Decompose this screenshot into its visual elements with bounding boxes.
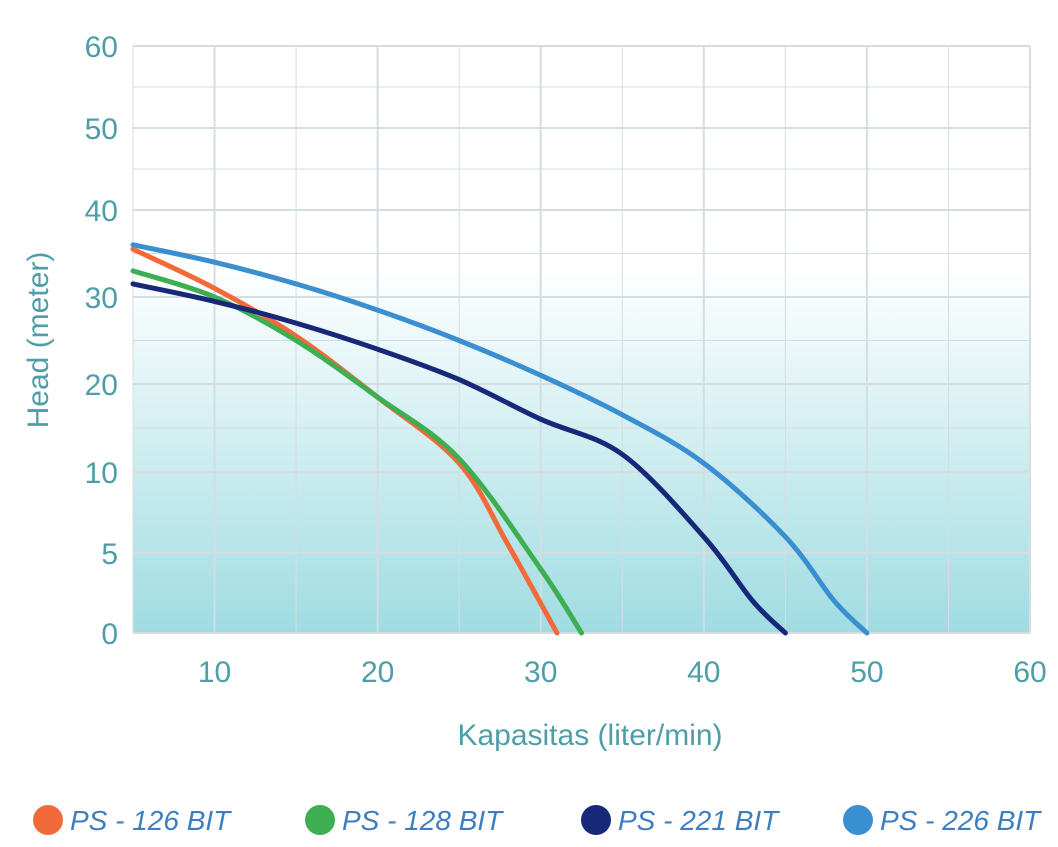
y-tick-label: 20 <box>85 369 118 402</box>
series-line-3 <box>130 281 788 636</box>
legend: PS - 126 BIT PS - 128 BIT PS - 221 BIT PS -… <box>33 805 1042 836</box>
y-tick-label: 60 <box>85 31 118 64</box>
legend-marker <box>843 805 873 835</box>
y-tick-label: 0 <box>101 618 118 651</box>
x-axis-label: Kapasitas (liter/min) <box>457 719 722 752</box>
legend-label: PS - 126 BIT <box>70 805 232 836</box>
y-tick-label: 30 <box>85 282 118 315</box>
y-tick-label: 40 <box>85 195 118 228</box>
y-tick-label: 50 <box>85 113 118 146</box>
legend-marker <box>581 805 611 835</box>
legend-marker <box>33 805 63 835</box>
x-tick-label: 20 <box>361 656 394 689</box>
x-tick-label: 10 <box>198 656 231 689</box>
series-lines <box>130 242 870 636</box>
y-axis-label: Head (meter) <box>22 252 55 429</box>
series-line-4 <box>130 242 870 636</box>
x-tick-label: 40 <box>687 656 720 689</box>
x-tick-label: 60 <box>1013 656 1046 689</box>
legend-label: PS - 221 BIT <box>618 805 780 836</box>
legend-marker <box>305 805 335 835</box>
y-tick-label: 10 <box>85 457 118 490</box>
legend-label: PS - 226 BIT <box>880 805 1042 836</box>
legend-label: PS - 128 BIT <box>342 805 504 836</box>
x-tick-label: 30 <box>524 656 557 689</box>
plot-background <box>133 46 1030 633</box>
x-tick-label: 50 <box>850 656 883 689</box>
y-tick-label: 5 <box>101 538 118 571</box>
x-tick-labels: 10 20 30 40 50 60 <box>198 656 1047 689</box>
y-tick-labels: 0 5 10 20 30 40 50 60 <box>85 31 118 651</box>
series-line-2 <box>130 268 584 636</box>
